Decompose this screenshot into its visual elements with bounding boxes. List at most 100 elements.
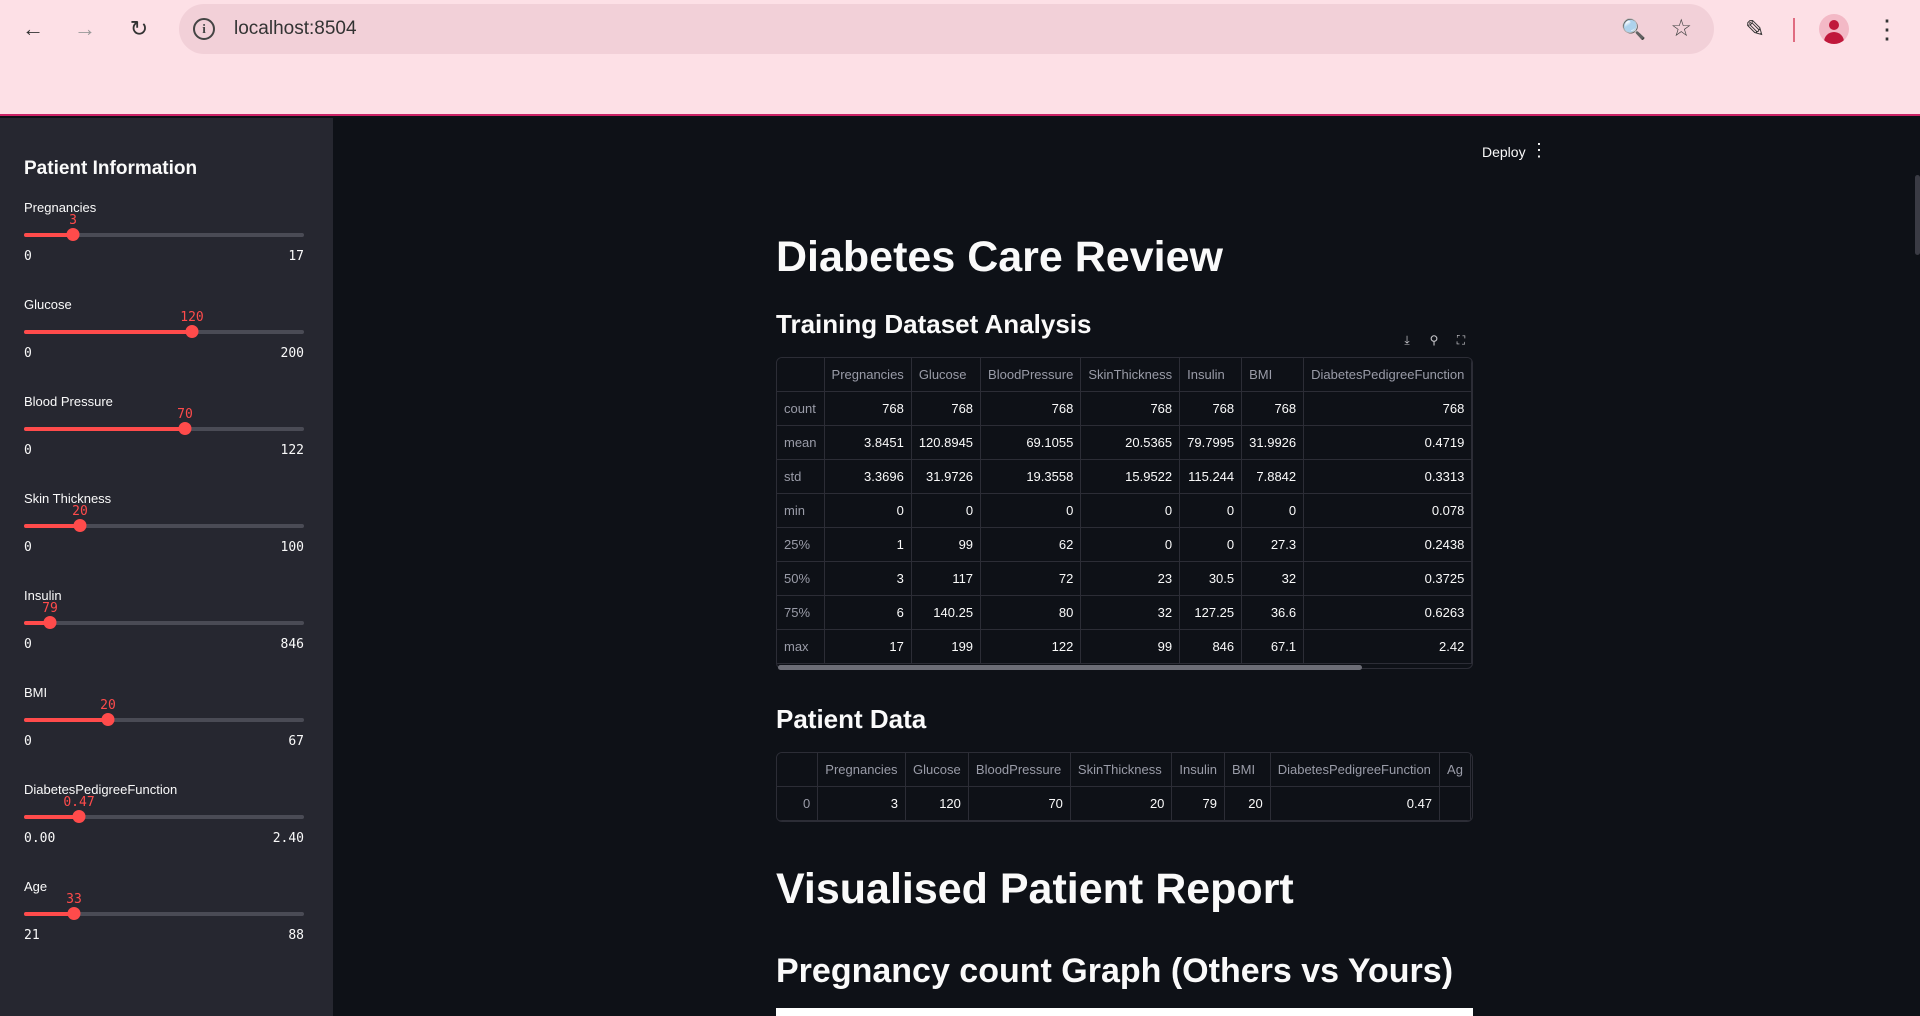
- row-index[interactable]: 75%: [777, 595, 825, 630]
- table-cell[interactable]: 20.5365: [1080, 425, 1181, 460]
- slider-glucose[interactable]: Glucose 120 0 200: [24, 297, 304, 377]
- kebab-menu-icon[interactable]: ⋮: [1874, 13, 1900, 44]
- slider-thumb[interactable]: [67, 907, 81, 920]
- table-cell[interactable]: 122: [980, 629, 1082, 664]
- slider-track[interactable]: [24, 718, 304, 722]
- table-cell[interactable]: 768: [1241, 391, 1305, 426]
- slider-track[interactable]: [24, 233, 304, 237]
- table-cell[interactable]: 32: [1080, 595, 1181, 630]
- table-cell[interactable]: 0.078: [1303, 493, 1472, 528]
- table-cell[interactable]: 3: [823, 561, 912, 596]
- table-cell[interactable]: 120.8945: [910, 425, 982, 460]
- column-header[interactable]: Pregnancies: [823, 358, 912, 392]
- table-cell[interactable]: 20: [1069, 786, 1173, 821]
- table-cell[interactable]: 846: [1179, 629, 1243, 664]
- reload-icon[interactable]: ↻: [129, 16, 149, 41]
- slider-track[interactable]: [24, 912, 304, 916]
- zoom-icon[interactable]: 🔍: [1621, 19, 1646, 41]
- table-cell[interactable]: 67.1: [1241, 629, 1305, 664]
- row-index[interactable]: min: [777, 493, 825, 528]
- slider-skin-thickness[interactable]: Skin Thickness 20 0 100: [24, 491, 304, 571]
- table-cell[interactable]: 30.5: [1179, 561, 1243, 596]
- profile-icon[interactable]: [1819, 14, 1849, 44]
- slider-thumb[interactable]: [43, 616, 57, 629]
- table-cell[interactable]: 0: [910, 493, 982, 528]
- slider-thumb[interactable]: [101, 713, 115, 726]
- bookmark-star-icon[interactable]: ☆: [1670, 15, 1692, 42]
- table-cell[interactable]: 3.8451: [823, 425, 912, 460]
- table-row[interactable]: min 0 0 0 0 0 0 0.078: [777, 493, 1472, 528]
- column-header[interactable]: [777, 753, 819, 787]
- table-row[interactable]: count 768 768 768 768 768 768 768: [777, 391, 1472, 426]
- slider-track[interactable]: [24, 330, 304, 334]
- table-cell[interactable]: 0: [1241, 493, 1305, 528]
- column-header[interactable]: BMI: [1241, 358, 1305, 392]
- table-cell[interactable]: 69.1055: [980, 425, 1082, 460]
- patient-dataframe[interactable]: Pregnancies Glucose BloodPressure SkinThick…: [776, 752, 1473, 822]
- column-header[interactable]: DiabetesPedigreeFunction: [1303, 358, 1472, 392]
- table-cell[interactable]: 17: [823, 629, 912, 664]
- forward-arrow-icon[interactable]: →: [74, 16, 96, 41]
- column-header[interactable]: BMI: [1223, 753, 1271, 787]
- slider-track[interactable]: [24, 815, 304, 819]
- table-row[interactable]: 50% 3 117 72 23 30.5 32 0.3725: [777, 561, 1472, 596]
- table-cell[interactable]: 768: [980, 391, 1082, 426]
- slider-track[interactable]: [24, 524, 304, 528]
- table-cell[interactable]: 0.2438: [1303, 527, 1472, 562]
- table-cell[interactable]: 79.7995: [1179, 425, 1243, 460]
- back-arrow-icon[interactable]: ←: [22, 16, 44, 41]
- search-icon[interactable]: ⚲: [1429, 333, 1439, 347]
- table-cell[interactable]: 3.3696: [823, 459, 912, 494]
- table-row[interactable]: 0 3 120 70 20 79 20 0.47: [777, 786, 1471, 821]
- table-cell[interactable]: 31.9726: [910, 459, 982, 494]
- table-cell[interactable]: 0: [823, 493, 912, 528]
- table-cell[interactable]: 0: [1179, 493, 1243, 528]
- row-index[interactable]: 0: [777, 786, 819, 821]
- table-cell[interactable]: 140.25: [910, 595, 982, 630]
- table-cell[interactable]: 0.3313: [1303, 459, 1472, 494]
- address-bar[interactable]: i localhost:8504 🔍 ☆: [179, 4, 1714, 54]
- table-cell[interactable]: 32: [1241, 561, 1305, 596]
- download-icon[interactable]: ⤓: [1404, 332, 1410, 347]
- table-cell[interactable]: 768: [1080, 391, 1181, 426]
- table-cell[interactable]: 768: [910, 391, 982, 426]
- url-text[interactable]: localhost:8504: [234, 18, 357, 39]
- column-header[interactable]: [777, 358, 825, 392]
- slider-bmi[interactable]: BMI 20 0 67: [24, 685, 304, 765]
- page-scrollbar[interactable]: [1915, 175, 1920, 255]
- table-cell[interactable]: 15.9522: [1080, 459, 1181, 494]
- puzzle-icon[interactable]: ✎: [1744, 15, 1766, 43]
- row-index[interactable]: 50%: [777, 561, 825, 596]
- table-cell[interactable]: 23: [1080, 561, 1181, 596]
- table-cell[interactable]: 768: [1179, 391, 1243, 426]
- table-cell[interactable]: 0: [1080, 527, 1181, 562]
- row-index[interactable]: count: [777, 391, 825, 426]
- table-cell[interactable]: 62: [980, 527, 1082, 562]
- table-cell[interactable]: 768: [823, 391, 912, 426]
- column-header[interactable]: Insulin: [1171, 753, 1225, 787]
- training-dataframe[interactable]: Pregnancies Glucose BloodPressure SkinThick…: [776, 357, 1473, 669]
- slider-thumb[interactable]: [73, 519, 87, 532]
- table-cell[interactable]: 0: [1179, 527, 1243, 562]
- deploy-button[interactable]: Deploy: [1482, 144, 1526, 160]
- table-cell[interactable]: [1439, 786, 1471, 821]
- dataframe-hscrollbar[interactable]: [778, 665, 1362, 670]
- row-index[interactable]: max: [777, 629, 825, 664]
- column-header[interactable]: Insulin: [1179, 358, 1243, 392]
- table-cell[interactable]: 20: [1223, 786, 1271, 821]
- column-header[interactable]: Ag: [1439, 753, 1471, 787]
- column-header[interactable]: Glucose: [905, 753, 969, 787]
- row-index[interactable]: 25%: [777, 527, 825, 562]
- slider-thumb[interactable]: [178, 422, 192, 435]
- table-cell[interactable]: 79: [1171, 786, 1225, 821]
- table-cell[interactable]: 99: [1080, 629, 1181, 664]
- table-cell[interactable]: 2.42: [1303, 629, 1472, 664]
- slider-thumb[interactable]: [185, 325, 199, 338]
- table-cell[interactable]: 99: [910, 527, 982, 562]
- table-cell[interactable]: 120: [905, 786, 969, 821]
- table-cell[interactable]: 0.6263: [1303, 595, 1472, 630]
- column-header[interactable]: BloodPressure: [967, 753, 1071, 787]
- fullscreen-icon[interactable]: ⛶: [1456, 332, 1466, 347]
- table-cell[interactable]: 117: [910, 561, 982, 596]
- slider-blood-pressure[interactable]: Blood Pressure 70 0 122: [24, 394, 304, 474]
